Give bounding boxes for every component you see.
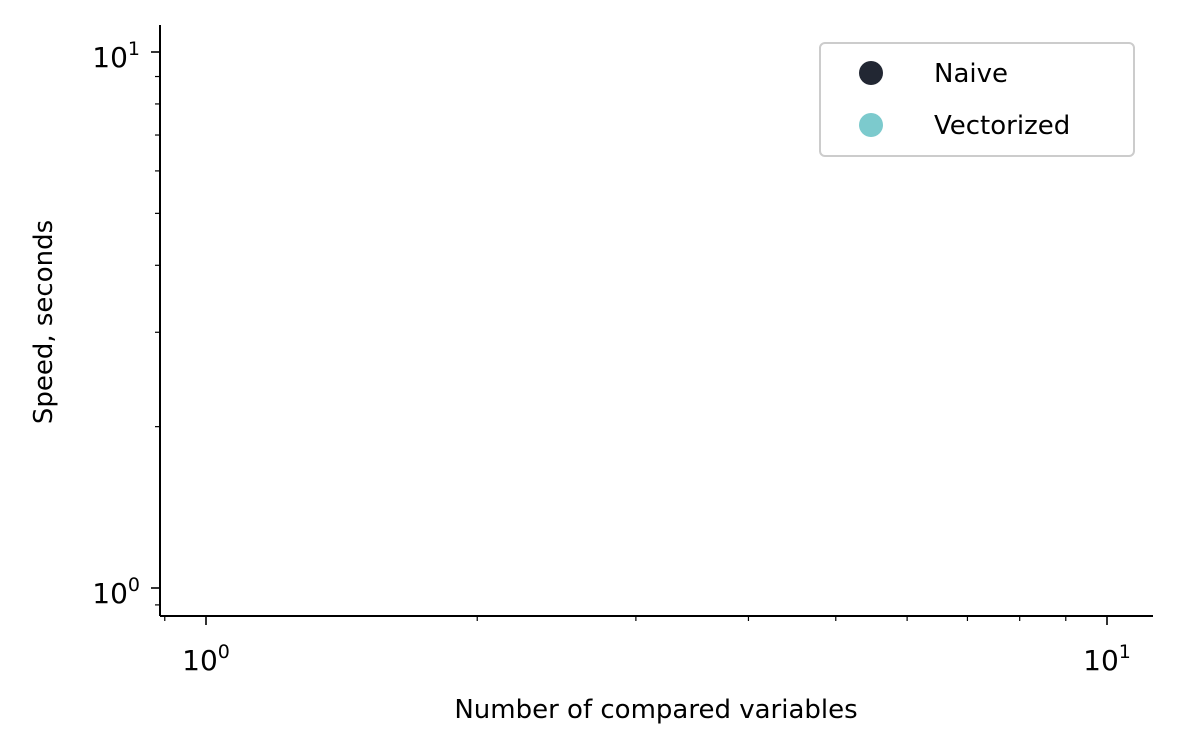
y-axis-ticks: 100 101 [92,38,160,610]
axes [159,25,1153,617]
legend-label: Vectorized [934,111,1070,141]
legend-frame [819,42,1135,157]
legend-marker [859,61,883,85]
y-tick-label: 100 [92,574,140,610]
legend-label: Naive [934,59,1008,89]
x-tick-label: 100 [182,641,230,677]
x-axis-ticks: 100 101 [164,616,1131,677]
legend: Naive Vectorized [819,42,1135,157]
legend-marker [859,113,883,137]
x-tick-label: 101 [1083,641,1131,677]
x-axis-label: Number of compared variables [454,695,857,725]
y-axis-label: Speed, seconds [29,220,59,424]
y-tick-label: 101 [92,38,140,74]
